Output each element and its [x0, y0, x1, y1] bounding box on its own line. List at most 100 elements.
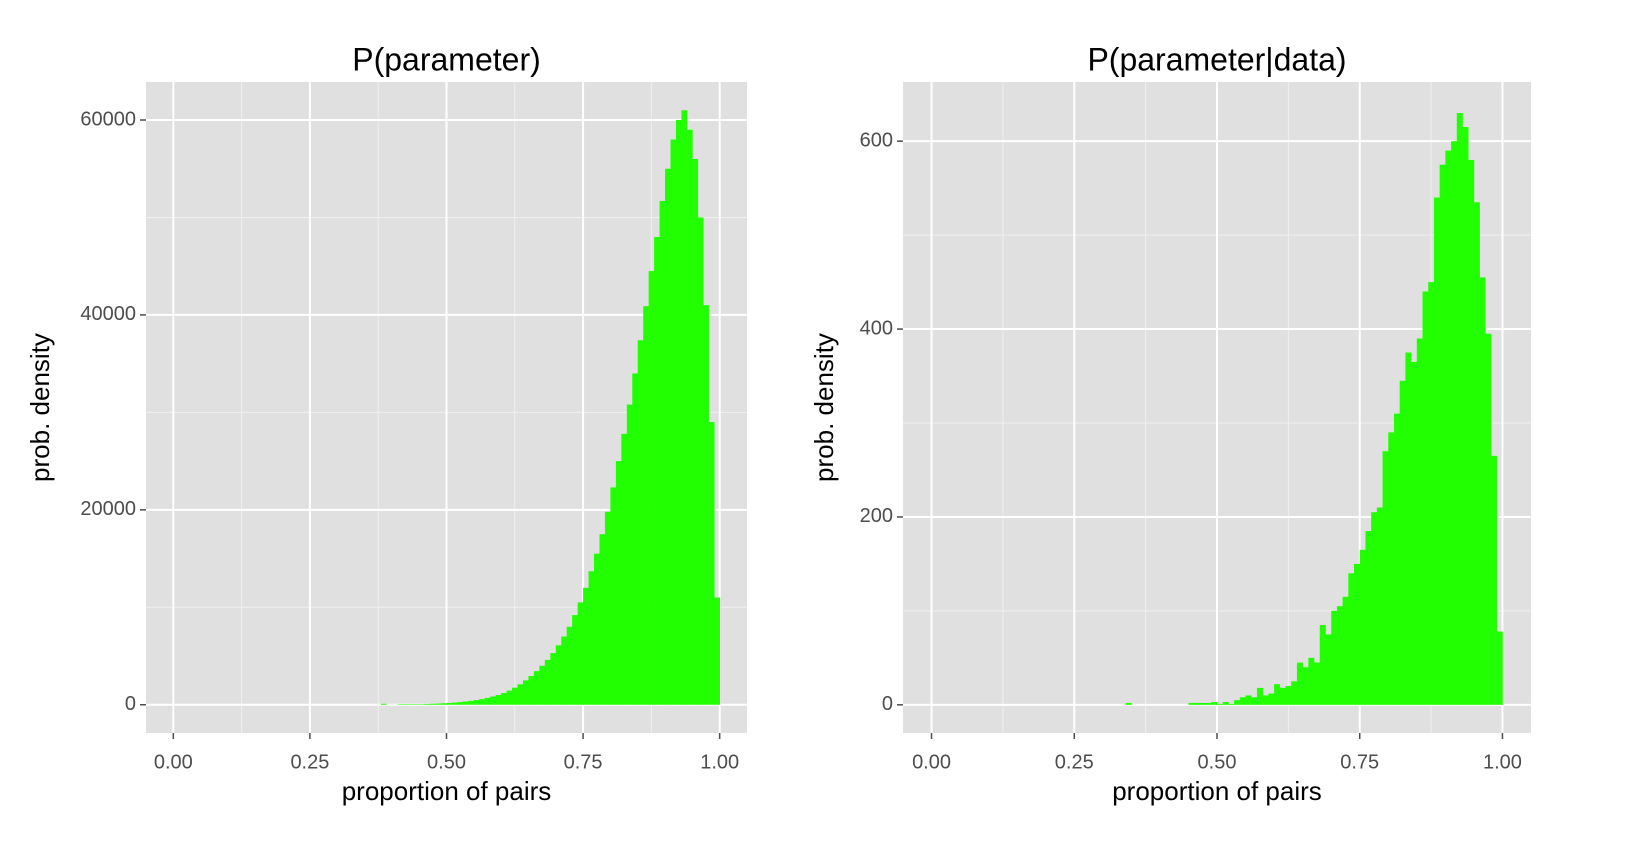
bar: [1348, 573, 1355, 705]
bar: [1188, 702, 1195, 705]
bar: [1325, 634, 1332, 705]
bar: [697, 217, 704, 705]
bar: [512, 687, 518, 705]
bar: [1268, 693, 1275, 705]
bar: [517, 684, 524, 705]
bar: [451, 702, 458, 705]
bar: [599, 534, 606, 705]
bar: [1411, 361, 1418, 705]
bar: [501, 693, 507, 705]
bar: [703, 305, 710, 705]
bar: [1365, 531, 1372, 705]
y-axis-label: prob. density: [809, 333, 839, 482]
y-tick-label: 60000: [80, 108, 136, 130]
bar: [714, 597, 720, 705]
bar: [1416, 338, 1423, 705]
x-tick-label: 0.25: [290, 751, 329, 773]
bar: [1279, 687, 1286, 705]
bar: [675, 120, 682, 705]
chart-title: P(parameter|data): [1087, 41, 1346, 77]
y-axis-label: prob. density: [25, 333, 55, 482]
bar: [446, 702, 453, 705]
x-tick-label: 1.00: [700, 751, 739, 773]
bar: [686, 129, 693, 705]
bar: [1439, 164, 1446, 705]
bar: [1433, 197, 1440, 705]
bar: [555, 645, 562, 705]
bar: [550, 653, 557, 705]
x-tick-label: 1.00: [1483, 751, 1522, 773]
bar: [1211, 702, 1218, 705]
x-tick-label: 0.50: [1198, 751, 1237, 773]
x-tick-label: 0.00: [912, 751, 951, 773]
bar: [1125, 702, 1132, 705]
bar: [648, 271, 655, 705]
bar: [1359, 549, 1366, 705]
bar: [594, 553, 600, 705]
bar: [692, 158, 699, 705]
bar: [1234, 700, 1241, 705]
y-tick-label: 20000: [80, 498, 136, 520]
bar: [490, 696, 496, 705]
bar: [1382, 451, 1389, 705]
bar: [1256, 687, 1263, 705]
bar: [506, 690, 513, 705]
y-tick-label: 400: [860, 317, 893, 339]
x-axis-label: proportion of pairs: [342, 776, 552, 806]
bar: [1331, 610, 1338, 705]
bar: [1274, 684, 1281, 705]
x-tick-label: 0.25: [1055, 751, 1094, 773]
y-tick-label: 40000: [80, 303, 136, 325]
chart-title: P(parameter): [352, 41, 541, 77]
bar: [462, 701, 469, 705]
bar: [665, 168, 671, 705]
bar: [1468, 159, 1475, 705]
bar: [528, 675, 535, 705]
bar: [577, 602, 584, 705]
bar: [654, 236, 660, 705]
bar: [566, 626, 573, 705]
y-tick-label: 0: [882, 693, 893, 715]
bar: [533, 671, 540, 705]
bar: [1485, 333, 1492, 705]
bar: [380, 703, 387, 705]
bar: [632, 373, 639, 705]
bar: [430, 703, 436, 705]
bar: [484, 697, 491, 705]
bar: [468, 700, 475, 705]
bar: [1291, 681, 1298, 705]
bar: [604, 511, 611, 705]
bar: [1473, 202, 1480, 705]
bar: [708, 422, 715, 705]
bar: [457, 702, 464, 705]
bar: [1205, 702, 1212, 705]
bar: [1336, 606, 1343, 705]
x-axis-label: proportion of pairs: [1112, 776, 1322, 806]
bar: [544, 659, 551, 705]
bar: [1491, 455, 1498, 705]
bar: [1239, 697, 1246, 705]
bar: [424, 703, 431, 705]
bar: [495, 694, 502, 705]
bar: [1342, 596, 1349, 705]
bar: [473, 700, 480, 705]
bar: [1445, 150, 1452, 705]
bar: [1194, 702, 1201, 705]
bar: [1302, 667, 1309, 705]
x-tick-label: 0.75: [1340, 751, 1379, 773]
panel: 0 200 400 600 0.00 0.25 0.50 0.75 1.00 P(paramete…: [809, 41, 1531, 806]
bar: [626, 404, 633, 705]
bar: [670, 139, 677, 705]
bar: [435, 703, 442, 705]
bar: [1371, 512, 1378, 705]
bar: [681, 110, 688, 705]
bar: [1314, 662, 1321, 705]
bar: [1422, 291, 1429, 705]
bar: [1393, 413, 1400, 705]
bar: [1245, 695, 1252, 705]
bar: [1376, 507, 1383, 705]
bar: [572, 615, 578, 705]
bar: [561, 636, 567, 705]
bar: [1308, 657, 1315, 705]
bar: [1399, 380, 1406, 705]
